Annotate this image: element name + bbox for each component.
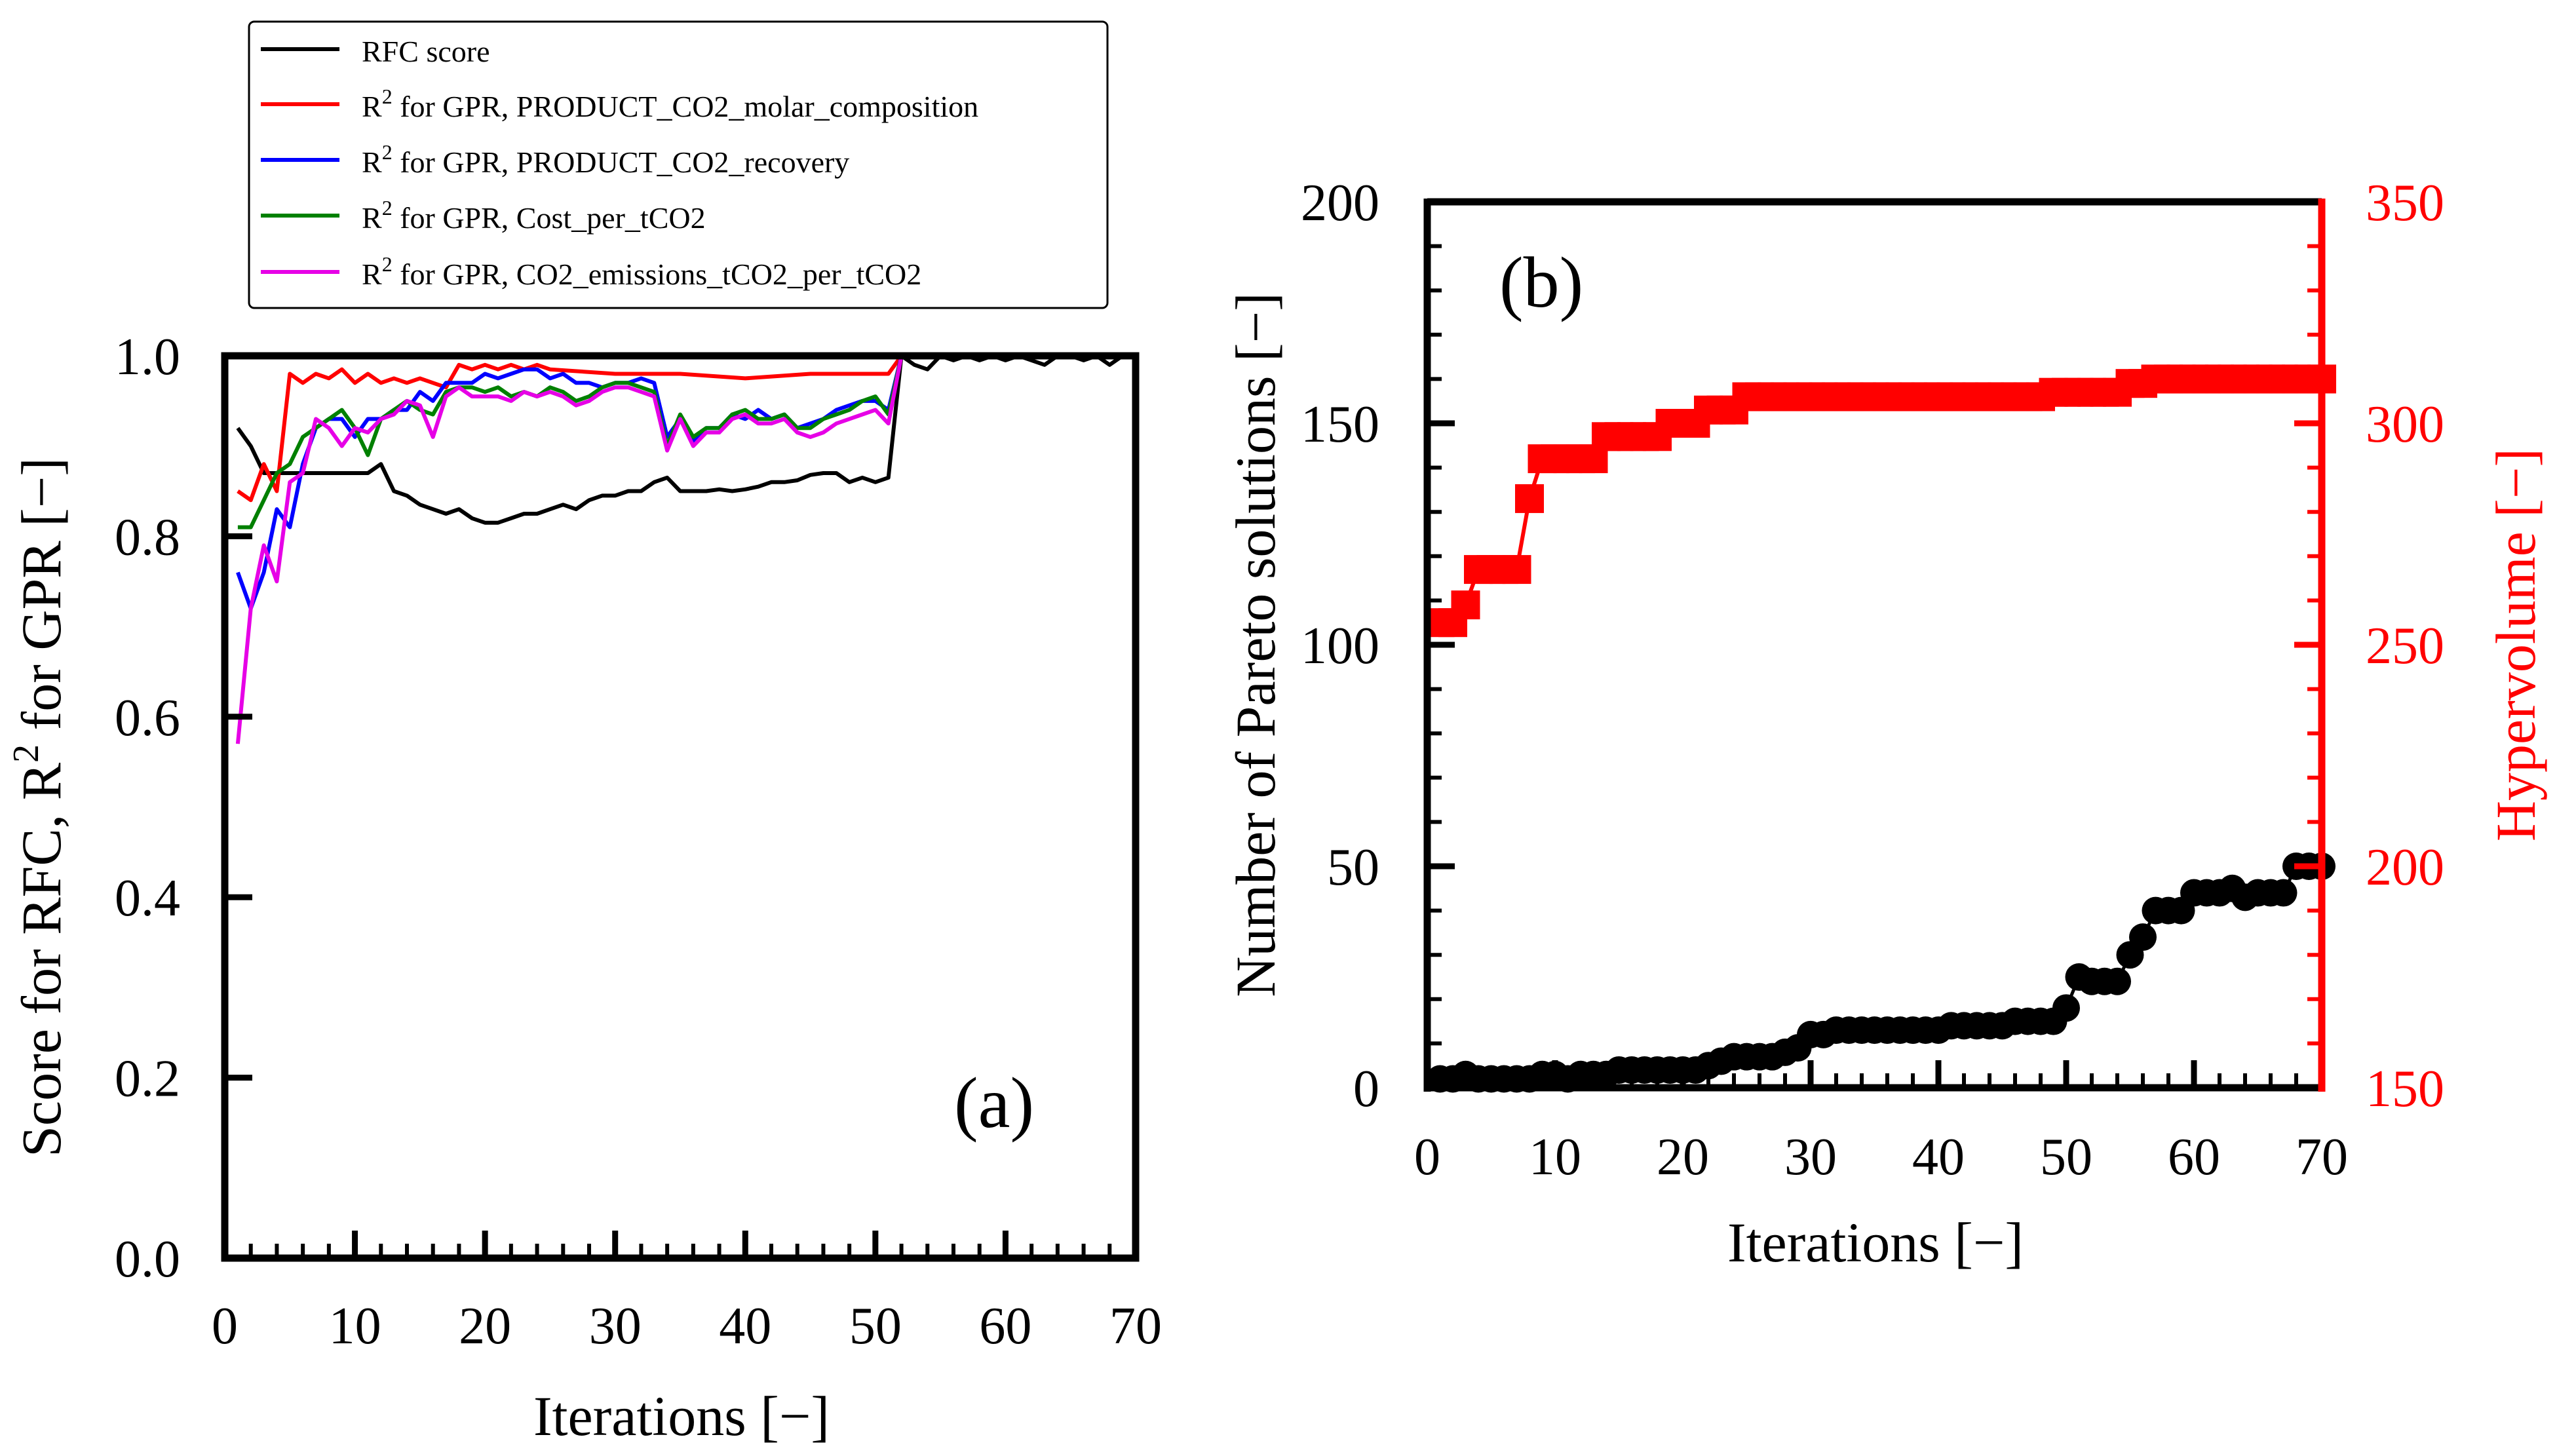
panel-a-ytick-label: 1.0 <box>115 328 180 386</box>
legend-entry-5: R2 for GPR, CO2_emissions_tCO2_per_tCO2 <box>362 252 921 291</box>
panel-b-ticks: 0 10 20 30 40 50 60 70 0 50 100 150 200 150 200 250 300 3… <box>1301 174 2444 1186</box>
pareto-marker <box>2269 879 2297 907</box>
panel-a-ytick-label: 0.0 <box>115 1231 180 1288</box>
panel-b-label: (b) <box>1499 242 1583 322</box>
panel-b-xlabel: Iterations [−] <box>1727 1211 2024 1274</box>
panel-b-ytick-label-right: 150 <box>2366 1060 2444 1118</box>
legend-entry-1: RFC score <box>362 35 490 68</box>
legend-entry-3: R2 for GPR, PRODUCT_CO2_recovery <box>362 140 849 179</box>
panel-a-xtick-label: 40 <box>719 1297 771 1355</box>
panel-b-xtick-label: 60 <box>2168 1128 2220 1186</box>
panel-a-chart: 0 10 20 30 40 50 60 70 0.0 0.2 0.4 0.6 0.8 1.0 (a) It… <box>6 20 1162 1447</box>
series-line-r-for-gpr-product-co2-molar-composition <box>237 354 1136 503</box>
panel-b-xtick-label: 50 <box>2040 1128 2092 1186</box>
panel-b-chart: 0 10 20 30 40 50 60 70 0 50 100 150 200 150 200 250 300 3… <box>1224 174 2547 1274</box>
panel-a-xtick-label: 20 <box>459 1297 511 1355</box>
series-line-r-for-gpr-co2-emissions-tco2-per-tco2 <box>235 354 1136 744</box>
panel-b-xtick-label: 10 <box>1529 1128 1581 1186</box>
panel-a-xlabel: Iterations [−] <box>533 1385 830 1447</box>
panel-a-xtick-label: 70 <box>1109 1297 1162 1355</box>
panel-b-ytick-label-left: 50 <box>1327 839 1379 896</box>
pareto-marker <box>2129 923 2157 951</box>
panel-b-ytick-label-right: 350 <box>2366 174 2444 232</box>
panel-b-ytick-label-right: 250 <box>2366 617 2444 675</box>
panel-a-ticks: 0 10 20 30 40 50 60 70 0.0 0.2 0.4 0.6 0.8 1.0 <box>115 328 1162 1355</box>
panel-b-ytick-label-left: 100 <box>1301 617 1379 675</box>
panel-a-xtick-label: 50 <box>849 1297 902 1355</box>
hypervolume-marker <box>1515 484 1544 513</box>
hypervolume-marker <box>1451 590 1480 620</box>
panel-b-ytick-label-left: 200 <box>1301 174 1379 232</box>
panel-b-plot-markers <box>1425 364 2336 1093</box>
panel-a-plot-lines <box>235 354 1136 744</box>
panel-b-ytick-label-left: 150 <box>1301 396 1379 453</box>
pareto-marker <box>2104 967 2131 995</box>
series-line-r-for-gpr-product-co2-recovery <box>236 354 1136 611</box>
panel-a-frame <box>221 352 1140 1262</box>
panel-b-xtick-label: 20 <box>1657 1128 1709 1186</box>
panel-b-ylabel-right: Hypervolume [−] <box>2484 448 2547 841</box>
panel-b-ytick-label-right: 300 <box>2366 396 2444 453</box>
panel-a-ytick-label: 0.6 <box>115 689 180 747</box>
pareto-marker <box>2052 994 2080 1022</box>
legend-entry-2: R2 for GPR, PRODUCT_CO2_molar_compositio… <box>362 85 978 123</box>
panel-a-xtick-label: 30 <box>589 1297 642 1355</box>
panel-a-ytick-label: 0.8 <box>115 508 180 566</box>
panel-a-ytick-label: 0.4 <box>115 870 180 927</box>
legend-entry-4: R2 for GPR, Cost_per_tCO2 <box>362 196 706 235</box>
panel-a-xtick-label: 0 <box>212 1297 238 1355</box>
panel-b-ylabel-left: Number of Pareto solutions [−] <box>1224 292 1287 997</box>
series-line-r-for-gpr-cost-per-tco2 <box>237 354 1136 529</box>
hypervolume-marker <box>1502 555 1531 584</box>
panel-a-xtick-label: 10 <box>329 1297 381 1355</box>
panel-b-ytick-label-left: 0 <box>1353 1060 1379 1118</box>
panel-a-xtick-label: 60 <box>979 1297 1031 1355</box>
panel-a-ylabel: Score for RFC, R2 for GPR [−] <box>6 457 73 1157</box>
panel-b-xtick-label: 0 <box>1414 1128 1440 1186</box>
panel-b-xtick-label: 40 <box>1912 1128 1965 1186</box>
panel-b-xtick-label: 30 <box>1784 1128 1837 1186</box>
panel-a-label: (a) <box>954 1063 1034 1143</box>
legend-box <box>248 20 1109 309</box>
panel-a-ytick-label: 0.2 <box>115 1050 180 1108</box>
hypervolume-line <box>1440 377 2322 625</box>
panel-a-legend: RFC score R2 for GPR, PRODUCT_CO2_molar_c… <box>248 20 1109 309</box>
panel-b-ytick-label-right: 200 <box>2366 839 2444 896</box>
panel-b-xtick-label: 70 <box>2296 1128 2348 1186</box>
